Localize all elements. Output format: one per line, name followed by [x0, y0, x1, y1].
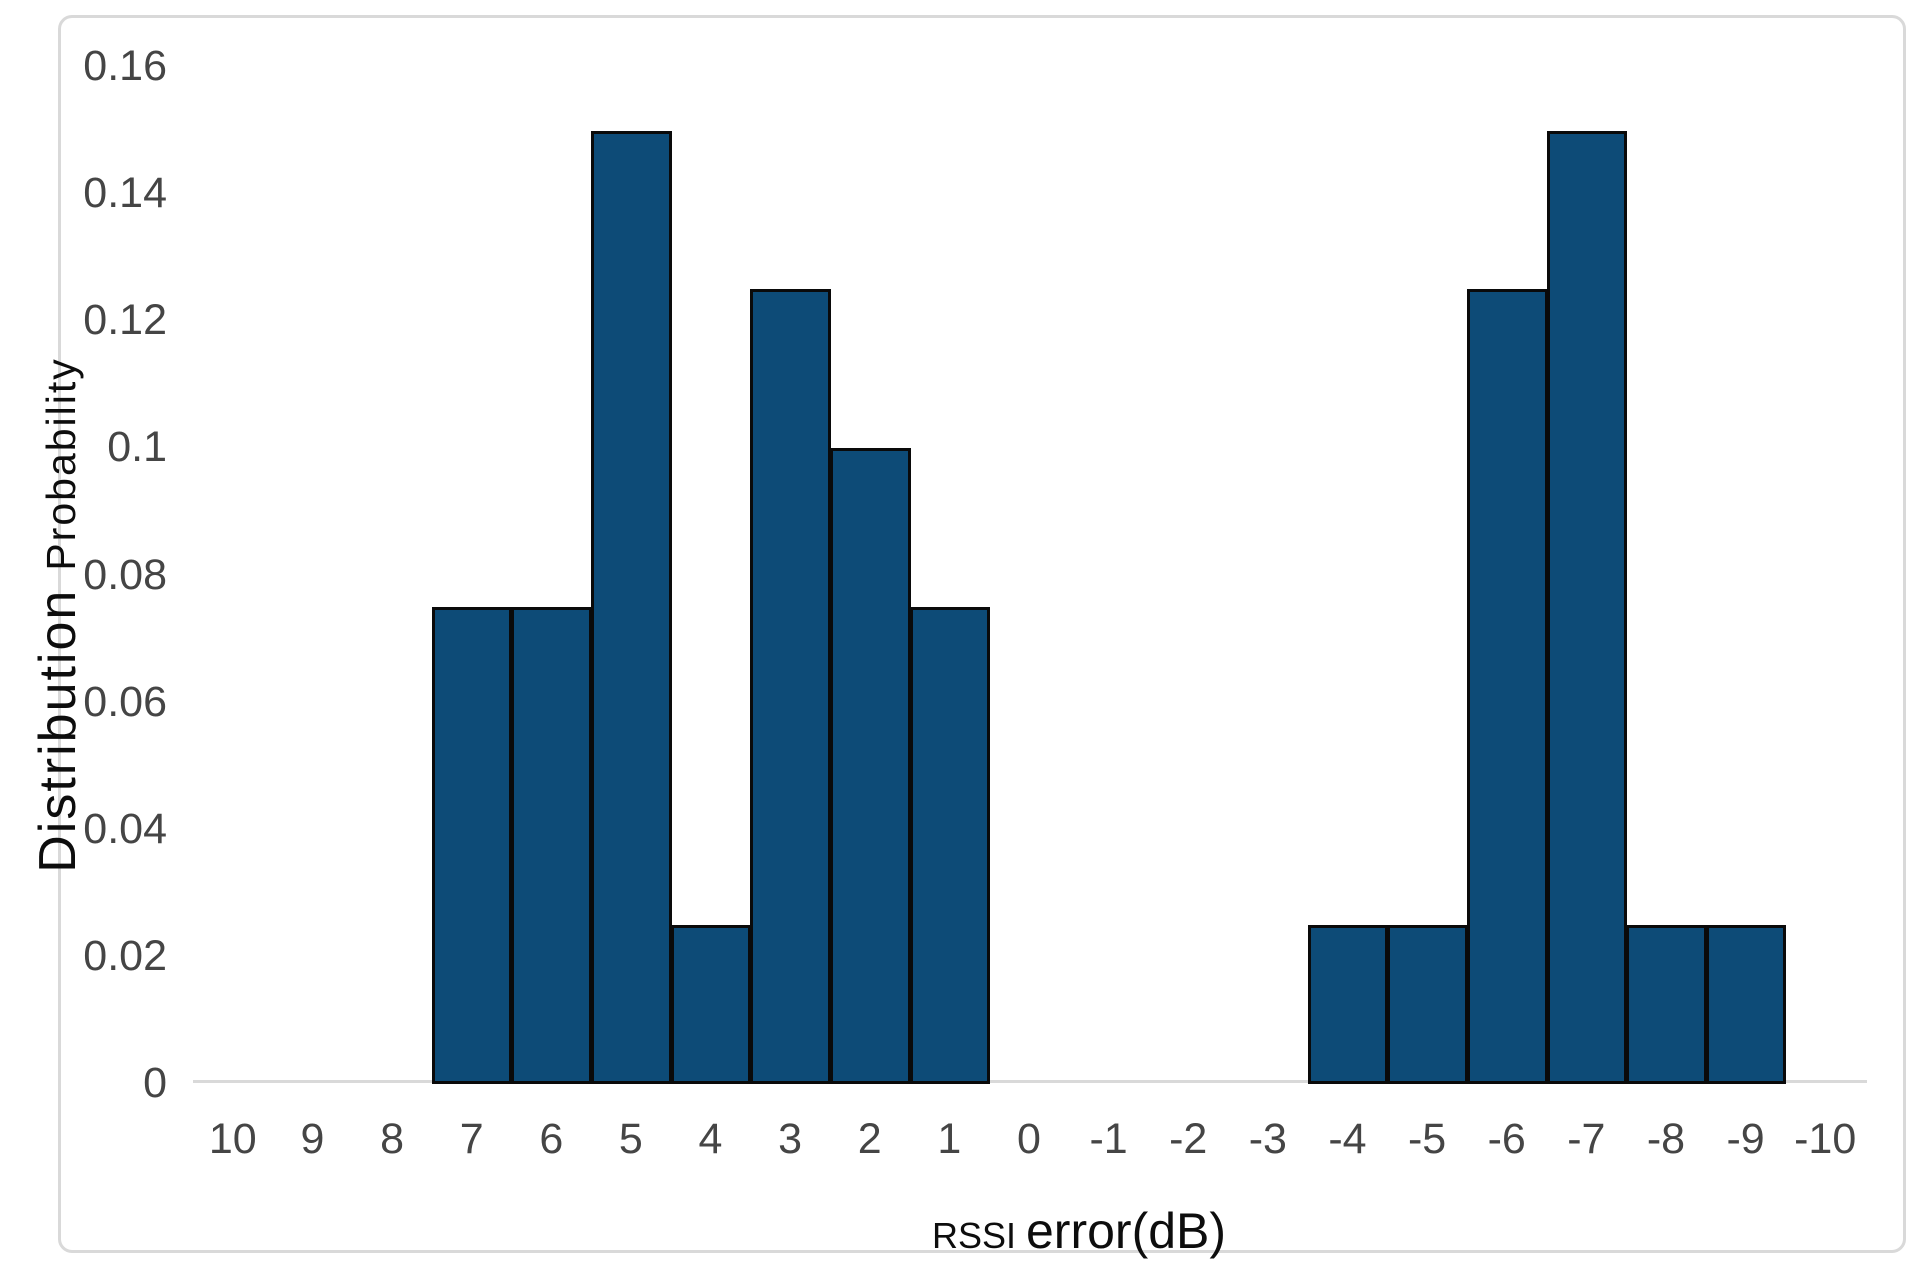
x-tick-label--6: -6: [1487, 1115, 1526, 1163]
x-tick-label--5: -5: [1407, 1115, 1447, 1163]
y-tick-label-0.08: 0.08: [83, 550, 167, 599]
bar-3: [750, 289, 831, 1084]
x-tick-label--7: -7: [1567, 1115, 1606, 1163]
x-axis-line: [193, 1080, 1867, 1083]
y-tick-label-0.1: 0.1: [107, 423, 167, 472]
x-tick-label-7: 7: [459, 1115, 484, 1163]
bar-4: [670, 925, 752, 1084]
x-axis-title: RSSI error(dB): [932, 1204, 1226, 1259]
x-tick-label-4: 4: [698, 1115, 723, 1163]
x-axis-title-main: error(dB): [1026, 1203, 1227, 1259]
x-tick-label-10: 10: [208, 1115, 257, 1163]
x-tick-label--1: -1: [1089, 1115, 1128, 1163]
x-tick-label-9: 9: [300, 1115, 325, 1163]
x-tick-label-6: 6: [539, 1115, 564, 1163]
x-tick-label--3: -3: [1248, 1115, 1287, 1163]
y-tick-label-0.12: 0.12: [83, 296, 167, 345]
bar-6: [511, 607, 593, 1084]
x-tick-label-2: 2: [857, 1115, 882, 1163]
bar--4: [1307, 925, 1389, 1084]
y-tick-label-0.14: 0.14: [83, 169, 167, 218]
bar-2: [829, 448, 911, 1084]
y-tick-label-0.04: 0.04: [83, 804, 167, 853]
x-tick-label-3: 3: [778, 1115, 803, 1163]
bar-1: [909, 607, 991, 1084]
x-tick-label--2: -2: [1169, 1115, 1208, 1163]
bar--9: [1705, 925, 1787, 1084]
y-tick-label-0.02: 0.02: [83, 931, 167, 980]
bar--6: [1466, 289, 1548, 1084]
x-tick-label-1: 1: [937, 1115, 962, 1163]
y-tick-label-0.16: 0.16: [83, 42, 167, 90]
x-tick-label--4: -4: [1328, 1115, 1367, 1163]
x-tick-label-0: 0: [1017, 1115, 1041, 1163]
x-tick-label-8: 8: [380, 1115, 404, 1163]
bar-7: [431, 607, 513, 1084]
x-tick-label--8: -8: [1646, 1115, 1686, 1163]
x-tick-label--9: -9: [1726, 1115, 1765, 1163]
bar--8: [1626, 925, 1707, 1084]
bar--5: [1387, 925, 1468, 1084]
y-tick-label-0.06: 0.06: [83, 677, 167, 726]
x-tick-label-5: 5: [618, 1115, 643, 1163]
bar--7: [1546, 131, 1628, 1084]
bar-5: [591, 131, 672, 1084]
x-tick-label--10: -10: [1794, 1115, 1857, 1163]
x-axis-title-prefix: RSSI: [931, 1215, 1016, 1256]
y-tick-label-0: 0: [143, 1059, 167, 1107]
